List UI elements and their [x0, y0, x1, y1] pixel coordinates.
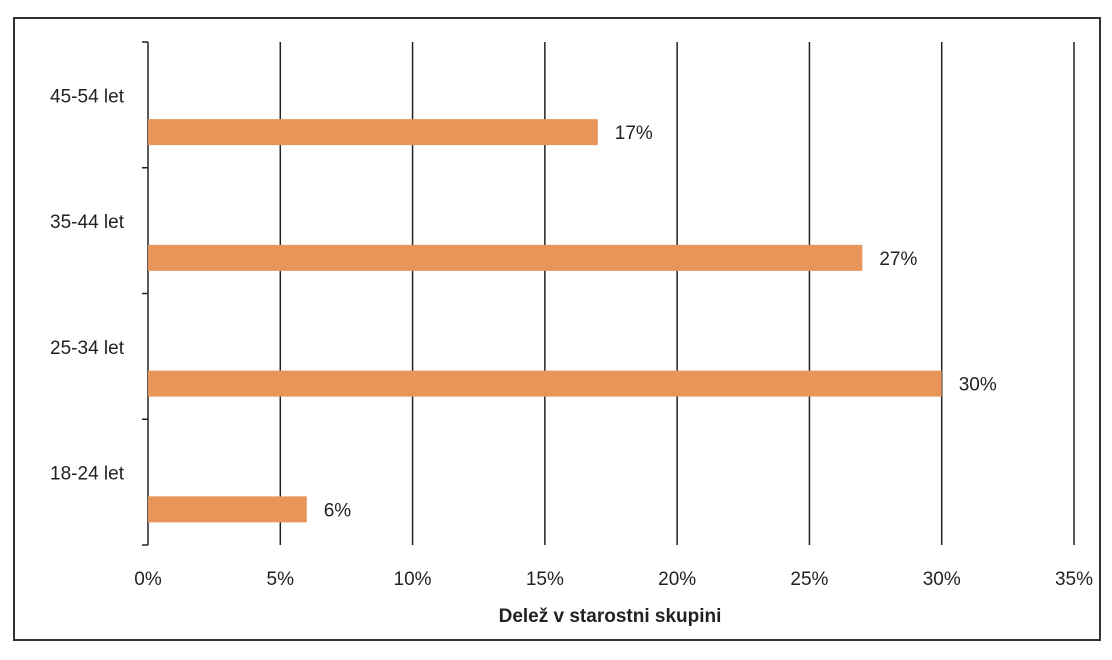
x-tick-label: 10%	[394, 569, 432, 590]
category-label: 25-34 let	[50, 338, 125, 359]
x-tick-label: 25%	[790, 569, 828, 590]
category-label: 35-44 let	[50, 212, 125, 233]
x-tick-label: 0%	[134, 569, 162, 590]
bar	[148, 119, 598, 146]
x-tick-label: 30%	[923, 569, 961, 590]
x-tick-label: 20%	[658, 569, 696, 590]
chart-border	[13, 17, 1101, 641]
x-tick-label: 35%	[1055, 569, 1093, 590]
x-tick-labels: 0% 5% 10% 15% 20% 25% 30% 35%	[134, 569, 1093, 590]
bars	[148, 119, 942, 523]
bar	[148, 370, 942, 397]
category-label: 18-24 let	[50, 464, 125, 485]
data-label: 6%	[324, 500, 352, 521]
bar	[148, 244, 863, 271]
category-labels: 18-24 let 25-34 let 35-44 let 45-54 let	[50, 86, 125, 484]
x-tick-label: 15%	[526, 569, 564, 590]
data-label: 27%	[879, 249, 917, 270]
data-label: 17%	[615, 123, 653, 144]
x-tick-label: 5%	[267, 569, 295, 590]
bar	[148, 496, 307, 523]
data-labels: 6% 30% 27% 17%	[324, 123, 997, 521]
data-label: 30%	[959, 375, 997, 396]
category-label: 45-54 let	[50, 86, 125, 107]
x-axis-title: Delež v starostni skupini	[499, 606, 722, 627]
